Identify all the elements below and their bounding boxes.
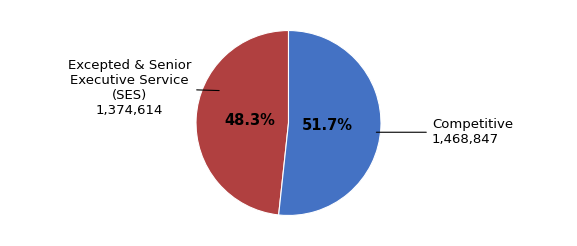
Text: Excepted & Senior
Executive Service
(SES)
1,374,614: Excepted & Senior Executive Service (SES… (68, 59, 219, 117)
Wedge shape (196, 31, 288, 215)
Wedge shape (279, 31, 381, 215)
Text: Competitive
1,468,847: Competitive 1,468,847 (376, 118, 513, 146)
Text: 51.7%: 51.7% (302, 118, 353, 133)
Text: 48.3%: 48.3% (224, 113, 275, 128)
